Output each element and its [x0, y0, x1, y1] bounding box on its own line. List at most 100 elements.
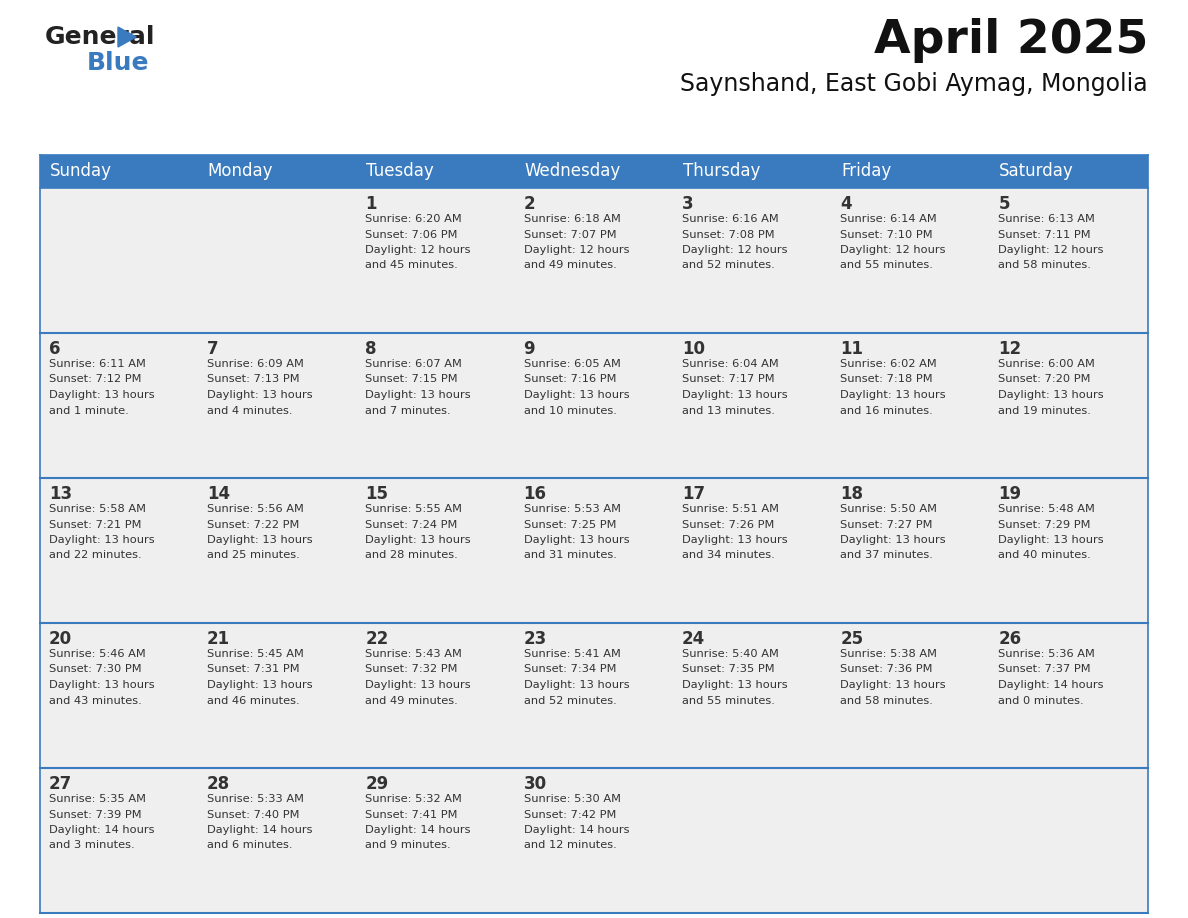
Text: Daylight: 12 hours: Daylight: 12 hours — [998, 245, 1104, 255]
Text: Sunset: 7:18 PM: Sunset: 7:18 PM — [840, 375, 933, 385]
Text: and 10 minutes.: and 10 minutes. — [524, 406, 617, 416]
Text: 2: 2 — [524, 195, 535, 213]
Text: Sunset: 7:29 PM: Sunset: 7:29 PM — [998, 520, 1091, 530]
Text: and 12 minutes.: and 12 minutes. — [524, 841, 617, 850]
Text: Sunrise: 5:35 AM: Sunrise: 5:35 AM — [49, 794, 146, 804]
Text: 20: 20 — [49, 630, 71, 648]
Bar — [832, 188, 990, 333]
Text: Sunrise: 5:40 AM: Sunrise: 5:40 AM — [682, 649, 778, 659]
Text: Sunrise: 6:04 AM: Sunrise: 6:04 AM — [682, 359, 778, 369]
Text: 12: 12 — [998, 340, 1022, 358]
Text: Sunset: 7:37 PM: Sunset: 7:37 PM — [998, 665, 1091, 675]
Text: Sunset: 7:34 PM: Sunset: 7:34 PM — [524, 665, 617, 675]
Text: Daylight: 12 hours: Daylight: 12 hours — [682, 245, 788, 255]
Text: and 13 minutes.: and 13 minutes. — [682, 406, 775, 416]
Text: and 19 minutes.: and 19 minutes. — [998, 406, 1092, 416]
Bar — [514, 623, 674, 768]
Text: 11: 11 — [840, 340, 864, 358]
Text: Daylight: 12 hours: Daylight: 12 hours — [840, 245, 946, 255]
Text: 21: 21 — [207, 630, 230, 648]
Bar — [40, 333, 198, 478]
Text: Sunset: 7:13 PM: Sunset: 7:13 PM — [207, 375, 299, 385]
Bar — [40, 188, 198, 333]
Text: Daylight: 13 hours: Daylight: 13 hours — [207, 535, 312, 545]
Text: Sunrise: 6:14 AM: Sunrise: 6:14 AM — [840, 214, 937, 224]
Text: 10: 10 — [682, 340, 704, 358]
Text: Sunset: 7:08 PM: Sunset: 7:08 PM — [682, 230, 775, 240]
Text: 5: 5 — [998, 195, 1010, 213]
Bar — [356, 155, 514, 188]
Bar — [990, 623, 1148, 768]
Bar — [832, 768, 990, 913]
Text: Sunrise: 6:16 AM: Sunrise: 6:16 AM — [682, 214, 778, 224]
Text: 3: 3 — [682, 195, 694, 213]
Bar — [40, 478, 198, 623]
Text: and 58 minutes.: and 58 minutes. — [840, 696, 933, 706]
Bar — [990, 768, 1148, 913]
Text: Sunset: 7:20 PM: Sunset: 7:20 PM — [998, 375, 1091, 385]
Text: Monday: Monday — [208, 162, 273, 181]
Bar — [40, 623, 198, 768]
Text: 22: 22 — [365, 630, 388, 648]
Text: Sunset: 7:27 PM: Sunset: 7:27 PM — [840, 520, 933, 530]
Text: Sunrise: 5:58 AM: Sunrise: 5:58 AM — [49, 504, 146, 514]
Bar — [514, 333, 674, 478]
Text: and 3 minutes.: and 3 minutes. — [49, 841, 134, 850]
Text: Daylight: 13 hours: Daylight: 13 hours — [49, 390, 154, 400]
Bar — [514, 768, 674, 913]
Text: Daylight: 13 hours: Daylight: 13 hours — [207, 390, 312, 400]
Text: Sunset: 7:24 PM: Sunset: 7:24 PM — [365, 520, 457, 530]
Text: Daylight: 13 hours: Daylight: 13 hours — [682, 535, 788, 545]
Polygon shape — [118, 27, 135, 47]
Bar — [356, 333, 514, 478]
Text: and 7 minutes.: and 7 minutes. — [365, 406, 451, 416]
Text: and 52 minutes.: and 52 minutes. — [682, 261, 775, 271]
Text: 7: 7 — [207, 340, 219, 358]
Bar — [990, 188, 1148, 333]
Bar — [356, 623, 514, 768]
Text: Sunrise: 6:05 AM: Sunrise: 6:05 AM — [524, 359, 620, 369]
Bar — [514, 478, 674, 623]
Bar — [674, 155, 832, 188]
Bar — [674, 188, 832, 333]
Text: Sunrise: 5:33 AM: Sunrise: 5:33 AM — [207, 794, 304, 804]
Text: Sunrise: 6:02 AM: Sunrise: 6:02 AM — [840, 359, 937, 369]
Text: Sunset: 7:26 PM: Sunset: 7:26 PM — [682, 520, 775, 530]
Text: Sunrise: 6:18 AM: Sunrise: 6:18 AM — [524, 214, 620, 224]
Text: and 49 minutes.: and 49 minutes. — [365, 696, 459, 706]
Text: and 9 minutes.: and 9 minutes. — [365, 841, 451, 850]
Text: and 28 minutes.: and 28 minutes. — [365, 551, 459, 561]
Text: Blue: Blue — [87, 51, 150, 75]
Bar — [832, 333, 990, 478]
Text: 15: 15 — [365, 485, 388, 503]
Bar — [990, 333, 1148, 478]
Text: 28: 28 — [207, 775, 230, 793]
Text: 4: 4 — [840, 195, 852, 213]
Text: and 0 minutes.: and 0 minutes. — [998, 696, 1083, 706]
Bar — [990, 155, 1148, 188]
Bar — [356, 768, 514, 913]
Text: 6: 6 — [49, 340, 61, 358]
Text: Sunset: 7:12 PM: Sunset: 7:12 PM — [49, 375, 141, 385]
Text: Sunrise: 6:00 AM: Sunrise: 6:00 AM — [998, 359, 1095, 369]
Bar — [198, 155, 356, 188]
Text: Sunrise: 5:48 AM: Sunrise: 5:48 AM — [998, 504, 1095, 514]
Text: Daylight: 13 hours: Daylight: 13 hours — [998, 390, 1104, 400]
Text: Daylight: 13 hours: Daylight: 13 hours — [524, 535, 630, 545]
Text: Saturday: Saturday — [999, 162, 1074, 181]
Text: Daylight: 14 hours: Daylight: 14 hours — [524, 825, 630, 835]
Text: 1: 1 — [365, 195, 377, 213]
Text: Sunrise: 6:20 AM: Sunrise: 6:20 AM — [365, 214, 462, 224]
Text: 26: 26 — [998, 630, 1022, 648]
Text: Sunrise: 5:38 AM: Sunrise: 5:38 AM — [840, 649, 937, 659]
Text: and 37 minutes.: and 37 minutes. — [840, 551, 933, 561]
Bar — [356, 188, 514, 333]
Text: Daylight: 13 hours: Daylight: 13 hours — [365, 390, 470, 400]
Text: Sunset: 7:36 PM: Sunset: 7:36 PM — [840, 665, 933, 675]
Text: Daylight: 13 hours: Daylight: 13 hours — [49, 535, 154, 545]
Bar — [514, 155, 674, 188]
Bar — [832, 478, 990, 623]
Text: Sunset: 7:41 PM: Sunset: 7:41 PM — [365, 810, 457, 820]
Text: and 55 minutes.: and 55 minutes. — [840, 261, 933, 271]
Text: Sunset: 7:25 PM: Sunset: 7:25 PM — [524, 520, 617, 530]
